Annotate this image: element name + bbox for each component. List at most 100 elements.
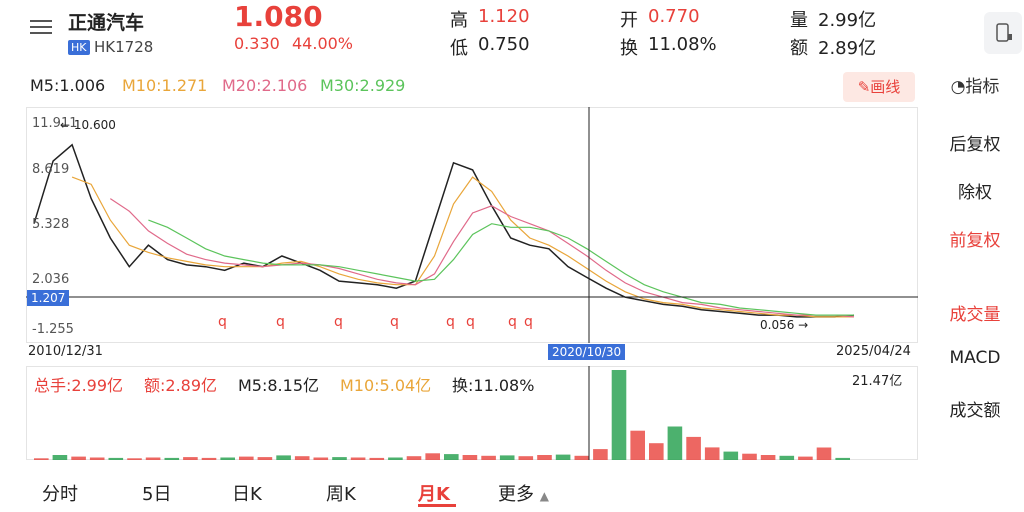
right-item-volume[interactable]: 成交量 <box>949 305 1001 325</box>
volume-bar <box>276 455 291 460</box>
vol-amount: 额:2.89亿 <box>144 376 218 395</box>
volume-label: 量 <box>790 10 808 31</box>
volume-bar <box>574 455 590 460</box>
caret-up-icon: ▲ <box>539 489 549 503</box>
draw-line-button[interactable]: ✎画线 <box>843 72 915 102</box>
volume-bar <box>313 457 329 460</box>
volume-value: 2.99亿 <box>818 10 877 31</box>
volume-bar <box>164 457 180 460</box>
amount-label: 额 <box>790 38 808 59</box>
volume-bar <box>649 443 664 460</box>
right-item-amount[interactable]: 成交额 <box>949 401 1001 421</box>
low-label: 低 <box>450 38 468 59</box>
right-item-macd[interactable]: MACD <box>949 348 1001 368</box>
right-item-ex-rights[interactable]: 除权 <box>958 183 992 203</box>
min-arrow-annotation: 0.056 → <box>760 318 809 332</box>
ma30-legend: M30:2.929 <box>320 76 406 95</box>
volume-bar <box>145 457 161 460</box>
y-tick-6: -1.255 <box>32 322 74 337</box>
tab-intraday[interactable]: 分时 <box>42 484 78 505</box>
event-marker[interactable]: q <box>466 314 475 330</box>
min-value-label: 0.056 <box>760 318 795 332</box>
volume-bar <box>34 458 49 460</box>
right-item-pre-adjust[interactable]: 前复权 <box>949 231 1001 251</box>
y-tick-3: 5.328 <box>32 217 70 232</box>
event-marker[interactable]: q <box>508 314 517 330</box>
ma20-legend: M20:2.106 <box>222 76 308 95</box>
vol-turnover: 换:11.08% <box>452 372 534 396</box>
landscape-toggle-button[interactable] <box>984 12 1022 54</box>
volume-bar <box>667 426 683 460</box>
volume-bar <box>686 436 701 460</box>
tab-daily-k[interactable]: 日K <box>232 484 262 505</box>
volume-bar <box>108 457 124 460</box>
volume-bar <box>332 457 347 460</box>
right-item-post-adjust[interactable]: 后复权 <box>949 135 1001 155</box>
volume-bar <box>798 456 813 460</box>
volume-bar <box>127 458 142 460</box>
y-tick-2: 8.619 <box>32 162 70 177</box>
volume-bar <box>71 456 86 460</box>
volume-bar <box>630 430 645 460</box>
menu-icon[interactable] <box>30 20 52 34</box>
indicator-button[interactable]: ◔指标 <box>930 72 1020 97</box>
volume-bar <box>816 447 832 460</box>
price-change: 0.330 <box>234 34 280 53</box>
tab-more[interactable]: 更多 ▲ <box>498 480 549 506</box>
ma10-legend: M10:1.271 <box>122 76 208 95</box>
volume-bar <box>779 455 795 460</box>
tab-5day[interactable]: 5日 <box>142 484 172 505</box>
volume-bar <box>52 455 68 460</box>
volume-bar <box>239 456 254 460</box>
gauge-icon: ◔ <box>950 77 966 97</box>
kline-chart-area[interactable] <box>26 107 918 343</box>
ma-line-m30 <box>148 219 854 316</box>
market-badge: HK <box>68 40 90 55</box>
vol-turnover-value: 换:11.08% <box>452 376 535 395</box>
y-tick-4: 2.036 <box>32 272 70 287</box>
tab-more-label: 更多 <box>498 484 534 505</box>
ma5-legend: M5:1.006 <box>30 76 106 95</box>
stock-code: HK1728 <box>94 38 154 56</box>
volume-bar <box>406 456 422 460</box>
volume-bar <box>388 457 403 460</box>
event-marker[interactable]: q <box>276 314 285 330</box>
ma-line-m20 <box>109 198 855 318</box>
volume-bar <box>89 457 105 460</box>
volume-bar <box>723 451 739 460</box>
tab-weekly-k[interactable]: 周K <box>326 484 356 505</box>
high-label: 高 <box>450 10 468 31</box>
high-value: 1.120 <box>478 6 530 27</box>
event-marker[interactable]: q <box>446 314 455 330</box>
volume-bar <box>481 455 496 460</box>
max-value-label: 10.600 <box>73 118 116 132</box>
volume-bar <box>593 449 608 460</box>
indicator-label: 指标 <box>965 77 1000 97</box>
vol-max-label: 21.47亿 <box>852 374 903 389</box>
volume-bar <box>835 457 850 460</box>
volume-bar <box>425 453 440 460</box>
y-tick-1: 11.911 <box>32 116 78 131</box>
tab-monthly-k[interactable]: 月K <box>418 484 450 505</box>
current-price: 1.080 <box>234 0 323 33</box>
volume-bar <box>704 447 720 460</box>
volume-bar <box>220 457 235 460</box>
amount-value: 2.89亿 <box>818 38 877 59</box>
draw-line-label: 画线 <box>870 78 901 96</box>
x-axis-start: 2010/12/31 <box>28 344 103 359</box>
vol-total-hands: 总手:2.99亿 <box>34 376 124 395</box>
event-marker[interactable]: q <box>524 314 533 330</box>
vol-ma10: M10:5.04亿 <box>340 376 432 395</box>
event-marker[interactable]: q <box>218 314 227 330</box>
volume-chart <box>34 366 850 460</box>
volume-bar <box>444 454 459 460</box>
event-marker[interactable]: q <box>390 314 399 330</box>
volume-bar <box>257 457 273 460</box>
stock-name: 正通汽车 <box>68 12 145 34</box>
low-value: 0.750 <box>478 34 530 55</box>
volume-bar <box>183 457 198 460</box>
volume-bar <box>350 457 366 460</box>
turnover-value: 11.08% <box>648 34 717 55</box>
event-marker[interactable]: q <box>334 314 343 330</box>
price-change-pct: 44.00% <box>292 34 354 53</box>
